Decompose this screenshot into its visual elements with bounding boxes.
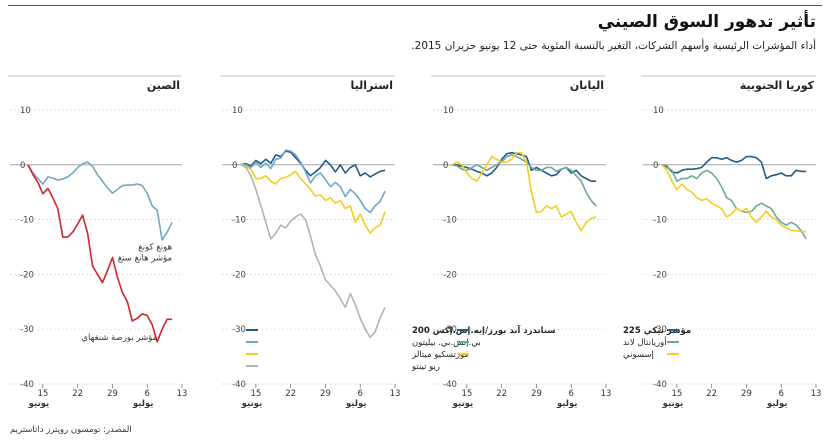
x-tick-label: 22 — [72, 389, 83, 399]
series-line-0 — [240, 150, 386, 178]
x-tick-label: 6 — [145, 389, 150, 399]
series-line-1 — [241, 149, 386, 214]
y-tick-label: -20 — [232, 270, 246, 280]
x-tick-label: 29 — [107, 389, 118, 399]
x-tick-label: 29 — [320, 389, 331, 399]
x-tick-label: 15 — [37, 389, 48, 399]
series-line-0 — [661, 155, 807, 180]
chart-panel-1: استراليا 10 0 -10 -20 -30 -40 15 22 29 6 13 يونيو يول… — [220, 75, 556, 409]
y-tick-label: -30 — [20, 325, 34, 335]
x-month-label: يوليو — [556, 399, 578, 409]
chart-panel-3: كوريا الجنوبية 10 0 -10 -20 -30 -40 15 22 29 6 13 يو… — [641, 75, 822, 409]
y-tick-label: -10 — [232, 216, 246, 226]
panel-title: الصين — [147, 79, 180, 92]
series-line-2 — [240, 164, 386, 235]
y-tick-label: -30 — [443, 325, 457, 335]
panel-title: استراليا — [351, 79, 393, 92]
series-line-1 — [27, 164, 173, 343]
panel-title: كوريا الجنوبية — [740, 79, 815, 92]
x-tick-label: 6 — [569, 389, 574, 399]
x-tick-label: 13 — [177, 389, 188, 399]
chart-panel-2: اليابان 10 0 -10 -20 -30 -40 15 22 29 6 13 يونيو يولي… — [431, 75, 691, 409]
y-tick-label: 0 — [232, 161, 237, 171]
top-rule — [8, 5, 822, 6]
legend-label: بي.إتش.بي. بيليتون — [412, 338, 481, 348]
y-tick-label: 0 — [20, 161, 25, 171]
y-tick-label: 0 — [443, 161, 448, 171]
panel-title: اليابان — [570, 79, 604, 92]
y-tick-label: 10 — [20, 106, 31, 116]
x-tick-label: 22 — [285, 389, 296, 399]
y-tick-label: 10 — [232, 106, 243, 116]
x-month-label: يوليو — [345, 399, 367, 409]
y-tick-label: -40 — [443, 380, 457, 390]
x-tick-label: 29 — [741, 389, 752, 399]
y-tick-label: -40 — [20, 380, 34, 390]
x-tick-label: 15 — [250, 389, 261, 399]
legend-label: ستاندرد آند بورز/إيه.إس.إكس 200 — [412, 324, 556, 336]
y-tick-label: -20 — [20, 270, 34, 280]
x-month-label: يونيو — [28, 399, 50, 409]
source-note: المصدر: تومسون رويترز داتاستريم — [10, 425, 132, 435]
series-line-2 — [451, 151, 597, 232]
x-tick-label: 22 — [496, 389, 507, 399]
y-tick-label: -10 — [443, 216, 457, 226]
y-tick-label: 10 — [443, 106, 454, 116]
legend-label: ريو تينتو — [411, 362, 440, 372]
series-line-1 — [451, 154, 597, 207]
y-tick-label: -10 — [20, 216, 34, 226]
y-tick-label: -20 — [653, 270, 667, 280]
series-line-0 — [27, 161, 173, 241]
y-tick-label: -30 — [232, 325, 246, 335]
x-month-label: يونيو — [452, 399, 474, 409]
x-tick-label: 22 — [706, 389, 717, 399]
x-month-label: يونيو — [662, 399, 684, 409]
series-line-2 — [661, 164, 807, 233]
y-tick-label: 0 — [653, 161, 658, 171]
x-tick-label: 13 — [811, 389, 822, 399]
x-tick-label: 13 — [601, 389, 612, 399]
x-month-label: يوليو — [132, 399, 154, 409]
y-tick-label: -30 — [653, 325, 667, 335]
series-label: هونغ كونغ — [138, 243, 172, 253]
series-label: مؤشر بورصة شنغهاي — [81, 333, 157, 343]
page-title: تأثير تدهور السوق الصيني — [597, 12, 816, 32]
page-subtitle: أداء المؤشرات الرئيسية وأسهم الشركات، ال… — [411, 40, 816, 52]
x-tick-label: 6 — [779, 389, 784, 399]
series-line-3 — [240, 164, 386, 339]
x-tick-label: 13 — [390, 389, 401, 399]
legend-label: أوريانتال لاند — [623, 336, 667, 348]
x-tick-label: 15 — [461, 389, 472, 399]
y-tick-label: -10 — [653, 216, 667, 226]
series-line-1 — [661, 164, 807, 240]
y-tick-label: 10 — [653, 106, 664, 116]
x-month-label: يوليو — [766, 399, 788, 409]
x-tick-label: 15 — [671, 389, 682, 399]
series-label: مؤشر هانغ سنغ — [118, 254, 172, 264]
y-tick-label: -40 — [232, 380, 246, 390]
x-tick-label: 29 — [531, 389, 542, 399]
y-tick-label: -20 — [443, 270, 457, 280]
y-tick-label: -40 — [653, 380, 667, 390]
x-month-label: يونيو — [241, 399, 263, 409]
x-tick-label: 6 — [358, 389, 363, 399]
legend-label: مؤشر نيكي 225 — [623, 326, 691, 336]
legend-label: إسسوني — [623, 350, 654, 360]
legend-label: فورتسكيو ميتالز — [411, 350, 468, 360]
